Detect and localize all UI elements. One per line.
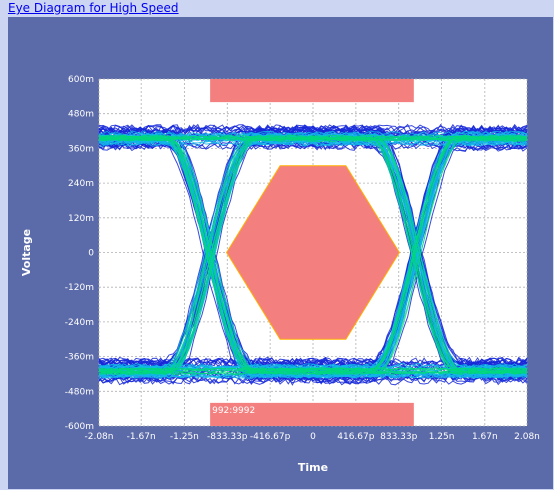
x-tick-label: 1.25n xyxy=(429,432,455,442)
y-tick-label: 240m xyxy=(68,179,94,189)
eye-trace xyxy=(98,123,528,366)
y-tick-label: 600m xyxy=(68,75,94,85)
x-tick-label: -416.67p xyxy=(250,432,291,442)
eye-trace xyxy=(98,134,528,371)
eye-trace xyxy=(98,139,528,376)
y-axis-label: Voltage xyxy=(20,229,33,276)
eye-trace xyxy=(98,141,528,384)
chart-panel: 600m 480m 360m 240m 120m 0 -120m -240m -360m -480… xyxy=(8,17,553,489)
eye-trace xyxy=(98,140,528,379)
x-tick-label: -1.67n xyxy=(127,432,156,442)
x-tick-label: 416.67p xyxy=(337,432,374,442)
y-tick-label: 120m xyxy=(68,214,94,224)
mask-hit-label: 992:9992 xyxy=(212,406,255,416)
eye-trace xyxy=(98,124,528,367)
x-tick-label: 2.08n xyxy=(514,432,540,442)
x-tick-label: 1.67n xyxy=(472,432,498,442)
y-tick-label: -600m xyxy=(65,422,94,432)
eye-trace xyxy=(98,136,527,373)
x-tick-label: 833.33p xyxy=(380,432,417,442)
x-tick-label: 0 xyxy=(310,432,316,442)
eye-traces xyxy=(98,123,528,386)
mask-center-polygon xyxy=(226,165,400,340)
eye-trace xyxy=(98,137,528,374)
y-tick-label: 360m xyxy=(68,144,94,154)
y-tick-labels: 600m 480m 360m 240m 120m 0 -120m -240m -360m -480… xyxy=(65,75,94,432)
eye-trace xyxy=(98,131,528,370)
mask-bottom-bar xyxy=(210,402,414,426)
x-tick-label: -2.08n xyxy=(85,432,114,442)
eye-trace xyxy=(98,134,528,371)
eye-masks xyxy=(210,79,414,426)
eye-diagram-chart: 600m 480m 360m 240m 120m 0 -120m -240m -360m -480… xyxy=(20,75,540,474)
mask-top-bar xyxy=(210,79,414,103)
y-tick-label: -480m xyxy=(65,387,94,397)
y-tick-label: -240m xyxy=(65,318,94,328)
x-tick-label: -833.33p xyxy=(207,432,248,442)
x-axis-label: Time xyxy=(298,461,328,474)
eye-diagram-title-link[interactable]: Eye Diagram for High Speed xyxy=(8,1,179,15)
eye-trace xyxy=(99,137,528,373)
y-tick-label: 480m xyxy=(68,110,94,120)
x-tick-labels: -2.08n -1.67n -1.25n -833.33p -416.67p 0 416.6… xyxy=(85,432,540,442)
y-tick-label: -120m xyxy=(65,283,94,293)
eye-trace xyxy=(98,124,528,367)
x-tick-label: -1.25n xyxy=(170,432,199,442)
y-tick-label: -360m xyxy=(65,353,94,363)
y-tick-label: 0 xyxy=(88,249,94,259)
